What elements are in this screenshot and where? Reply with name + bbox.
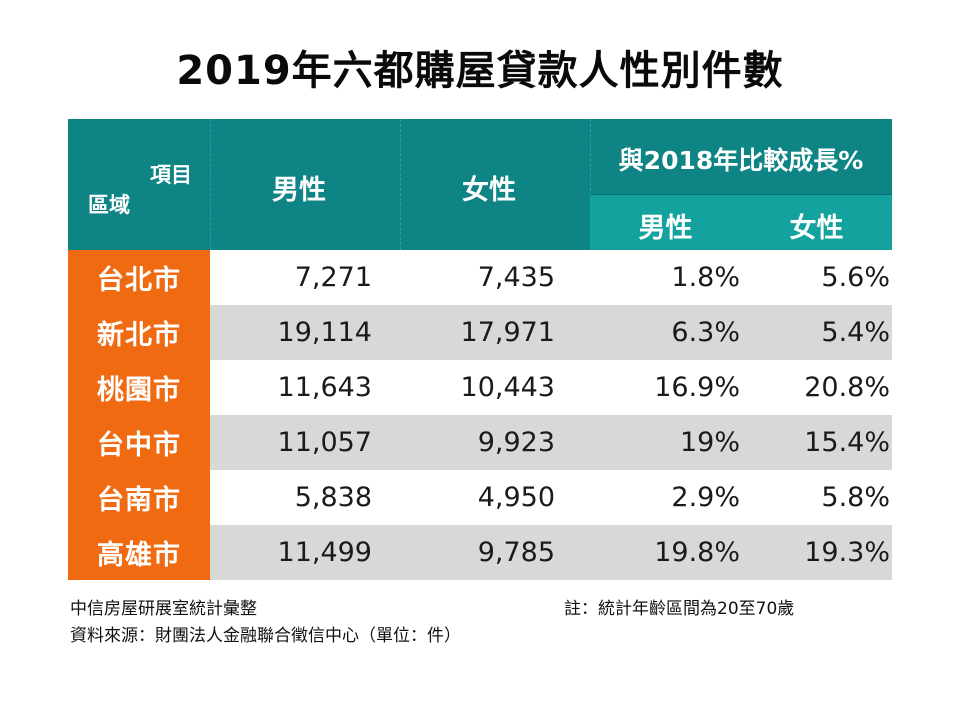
- male-growth: 1.8%: [671, 262, 740, 293]
- table-row: 台南市 5,838 4,950 2.9% 5.8%: [68, 470, 892, 525]
- region-label: 桃園市: [68, 360, 210, 415]
- header-growth-male-label: 男性: [638, 213, 693, 244]
- header-growth-group-label: 與2018年比較成長%: [618, 146, 864, 175]
- header-corner: 項目 區域: [68, 119, 210, 250]
- male-count: 7,271: [294, 262, 372, 293]
- male-growth: 6.3%: [671, 317, 740, 348]
- female-count: 10,443: [460, 372, 555, 403]
- header-divider: [590, 119, 591, 250]
- header-divider: [210, 119, 211, 250]
- table-row: 台中市 11,057 9,923 19% 15.4%: [68, 415, 892, 470]
- age-range-note: 註：統計年齡區間為20至70歲: [564, 599, 795, 619]
- male-growth: 2.9%: [671, 482, 740, 513]
- table-row: 台北市 7,271 7,435 1.8% 5.6%: [68, 250, 892, 305]
- female-growth: 20.8%: [804, 372, 890, 403]
- header-female-label: 女性: [462, 175, 516, 206]
- male-count: 11,643: [277, 372, 372, 403]
- region-label: 台北市: [68, 250, 210, 305]
- region-label: 新北市: [68, 305, 210, 360]
- male-growth: 16.9%: [654, 372, 740, 403]
- female-count: 9,785: [477, 537, 555, 568]
- region-label: 台中市: [68, 415, 210, 470]
- male-growth: 19%: [679, 427, 740, 458]
- female-growth: 19.3%: [804, 537, 890, 568]
- header-female: 女性: [400, 119, 590, 250]
- female-count: 9,923: [477, 427, 555, 458]
- header-male: 男性: [210, 119, 400, 250]
- header-corner-bottom: 區域: [88, 193, 130, 217]
- source-credit: 中信房屋研展室統計彙整: [70, 599, 257, 619]
- page-title: 2019年六都購屋貸款人性別件數: [176, 48, 784, 94]
- header-corner-top: 項目: [150, 163, 192, 187]
- male-count: 11,057: [277, 427, 372, 458]
- female-count: 7,435: [477, 262, 555, 293]
- header-divider: [400, 119, 401, 250]
- table-row: 新北市 19,114 17,971 6.3% 5.4%: [68, 305, 892, 360]
- table-row: 桃園市 11,643 10,443 16.9% 20.8%: [68, 360, 892, 415]
- header-growth-female-label: 女性: [789, 213, 844, 244]
- region-label: 高雄市: [68, 525, 210, 580]
- female-growth: 15.4%: [804, 427, 890, 458]
- header-growth-group: 與2018年比較成長%: [590, 119, 892, 194]
- data-table: 項目 區域 男性 女性 與2018年比較成長% 男性 女性 台北市 7,271 …: [68, 119, 892, 580]
- header-subdivider: [590, 194, 892, 195]
- header-growth-male: 男性: [590, 194, 741, 250]
- male-count: 19,114: [277, 317, 372, 348]
- region-label: 台南市: [68, 470, 210, 525]
- male-growth: 19.8%: [654, 537, 740, 568]
- female-growth: 5.8%: [821, 482, 890, 513]
- header-growth-female: 女性: [741, 194, 892, 250]
- header-male-label: 男性: [272, 175, 326, 206]
- female-growth: 5.6%: [821, 262, 890, 293]
- data-source: 資料來源：財團法人金融聯合徵信中心（單位：件）: [70, 626, 461, 646]
- male-count: 11,499: [277, 537, 372, 568]
- female-growth: 5.4%: [821, 317, 890, 348]
- female-count: 17,971: [460, 317, 555, 348]
- table-row: 高雄市 11,499 9,785 19.8% 19.3%: [68, 525, 892, 580]
- female-count: 4,950: [477, 482, 555, 513]
- male-count: 5,838: [294, 482, 372, 513]
